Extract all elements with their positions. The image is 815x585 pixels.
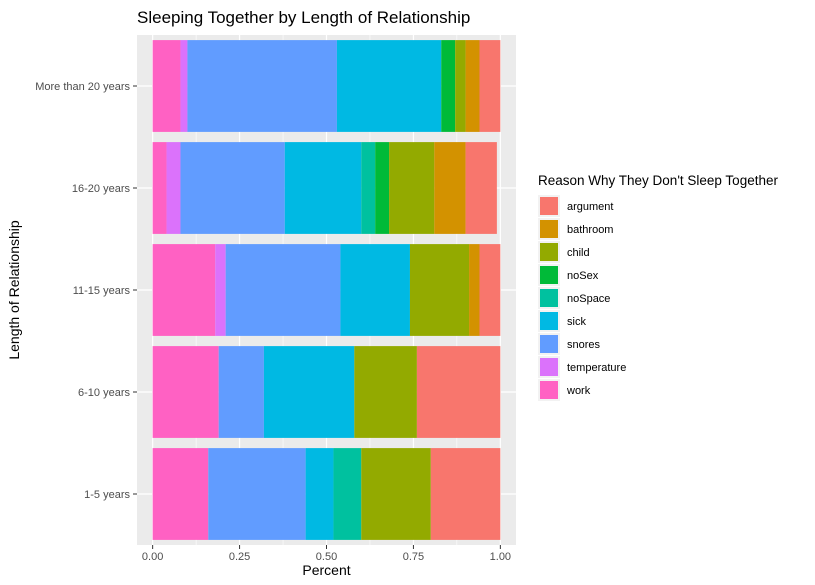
- bar-segment-temperature: [166, 142, 181, 234]
- bar-segment-argument: [479, 244, 501, 336]
- legend-swatch-work: [540, 381, 558, 399]
- bar-segment-argument: [479, 40, 501, 132]
- x-tick-label: 0.75: [403, 551, 424, 563]
- legend-swatch-noSex: [540, 266, 558, 284]
- legend-label: child: [567, 247, 590, 259]
- bar-segment-work: [152, 448, 209, 540]
- legend-swatch-bathroom: [540, 220, 558, 238]
- bar-segment-noSpace: [333, 448, 362, 540]
- legend-label: argument: [567, 201, 613, 213]
- y-axis-ticks: 1-5 years 6-10 years 11-15 years 16-20 year…: [35, 81, 137, 501]
- bar-segment-child: [361, 448, 431, 540]
- legend-swatch-snores: [540, 335, 558, 353]
- x-axis-ticks: 0.00 0.25 0.50 0.75 1.00: [142, 545, 511, 563]
- x-tick-label: 0.25: [229, 551, 250, 563]
- bar-segment-sick: [305, 448, 334, 540]
- x-tick-label: 0.00: [142, 551, 163, 563]
- bar-segment-sick: [284, 142, 362, 234]
- y-tick-label: 16-20 years: [72, 183, 131, 195]
- bar-segment-snores: [180, 142, 285, 234]
- chart-title: Sleeping Together by Length of Relations…: [137, 8, 470, 27]
- legend: argument bathroom child noSex noSpace sick sno…: [538, 195, 626, 401]
- bar-segment-child: [354, 346, 417, 438]
- bar-segment-bathroom: [465, 40, 480, 132]
- bar-segment-bathroom: [434, 142, 466, 234]
- x-axis-title: Percent: [302, 562, 350, 578]
- bar-segment-child: [455, 40, 466, 132]
- legend-label: noSpace: [567, 293, 610, 305]
- bar-segment-work: [152, 244, 216, 336]
- bar-segment-temperature: [180, 40, 188, 132]
- y-tick-label: 1-5 years: [84, 489, 130, 501]
- bar-segment-argument: [430, 448, 501, 540]
- legend-label: bathroom: [567, 224, 613, 236]
- legend-label: work: [566, 385, 591, 397]
- bar-segment-sick: [340, 244, 410, 336]
- legend-title: Reason Why They Don't Sleep Together: [538, 173, 778, 188]
- legend-label: noSex: [567, 270, 599, 282]
- legend-swatch-noSpace: [540, 289, 558, 307]
- bar-segment-argument: [416, 346, 501, 438]
- legend-label: snores: [567, 339, 601, 351]
- bar-segment-sick: [336, 40, 442, 132]
- bar-segment-temperature: [215, 244, 226, 336]
- bar-segment-snores: [225, 244, 341, 336]
- bar-segment-work: [152, 40, 181, 132]
- y-tick-label: More than 20 years: [35, 81, 130, 93]
- bar-segment-work: [152, 346, 219, 438]
- bar-segment-snores: [187, 40, 337, 132]
- bar-segment-child: [409, 244, 470, 336]
- legend-swatch-child: [540, 243, 558, 261]
- bar-segment-sick: [263, 346, 355, 438]
- bar-segment-noSex: [375, 142, 390, 234]
- bar-segment-bathroom: [469, 244, 480, 336]
- legend-label: sick: [567, 316, 586, 328]
- bar-segment-child: [389, 142, 435, 234]
- legend-swatch-temperature: [540, 358, 558, 376]
- bar-segment-work: [152, 142, 167, 234]
- bars: [152, 40, 501, 540]
- bar-segment-noSpace: [361, 142, 376, 234]
- x-tick-label: 0.50: [316, 551, 337, 563]
- y-axis-title: Length of Relationship: [6, 220, 22, 360]
- bar-segment-snores: [218, 346, 264, 438]
- y-tick-label: 6-10 years: [78, 387, 130, 399]
- legend-swatch-argument: [540, 197, 558, 215]
- bar-segment-noSex: [441, 40, 456, 132]
- legend-swatch-sick: [540, 312, 558, 330]
- bar-segment-snores: [208, 448, 306, 540]
- x-tick-label: 1.00: [490, 551, 511, 563]
- y-tick-label: 11-15 years: [73, 285, 131, 297]
- legend-label: temperature: [567, 362, 626, 374]
- bar-segment-argument: [465, 142, 497, 234]
